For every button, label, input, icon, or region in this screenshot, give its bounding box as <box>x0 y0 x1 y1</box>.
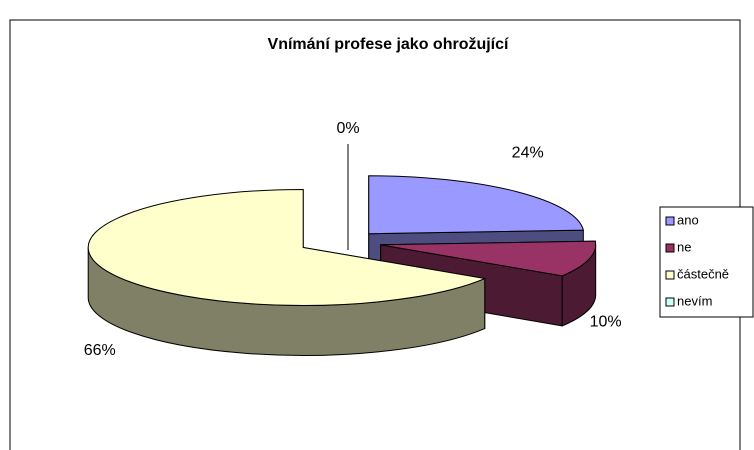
slice-top <box>368 175 584 235</box>
legend-swatch <box>665 216 675 226</box>
data-label: 24% <box>512 145 544 162</box>
legend-box <box>659 206 754 318</box>
legend-label: ne <box>677 239 691 254</box>
chart-title: Vnímání profese jako ohrožující <box>268 36 509 53</box>
slice-top <box>87 188 487 306</box>
legend-label: částečně <box>677 266 729 281</box>
data-label: 66% <box>84 342 116 359</box>
legend-label: ano <box>677 212 699 227</box>
legend-swatch <box>665 270 675 280</box>
data-label: 0% <box>336 120 359 137</box>
legend-label: nevím <box>677 293 712 308</box>
data-label: 10% <box>590 313 622 330</box>
legend-swatch <box>665 297 675 307</box>
pie-slice <box>87 188 487 356</box>
slice-top <box>380 240 597 277</box>
legend-swatch <box>665 243 675 253</box>
